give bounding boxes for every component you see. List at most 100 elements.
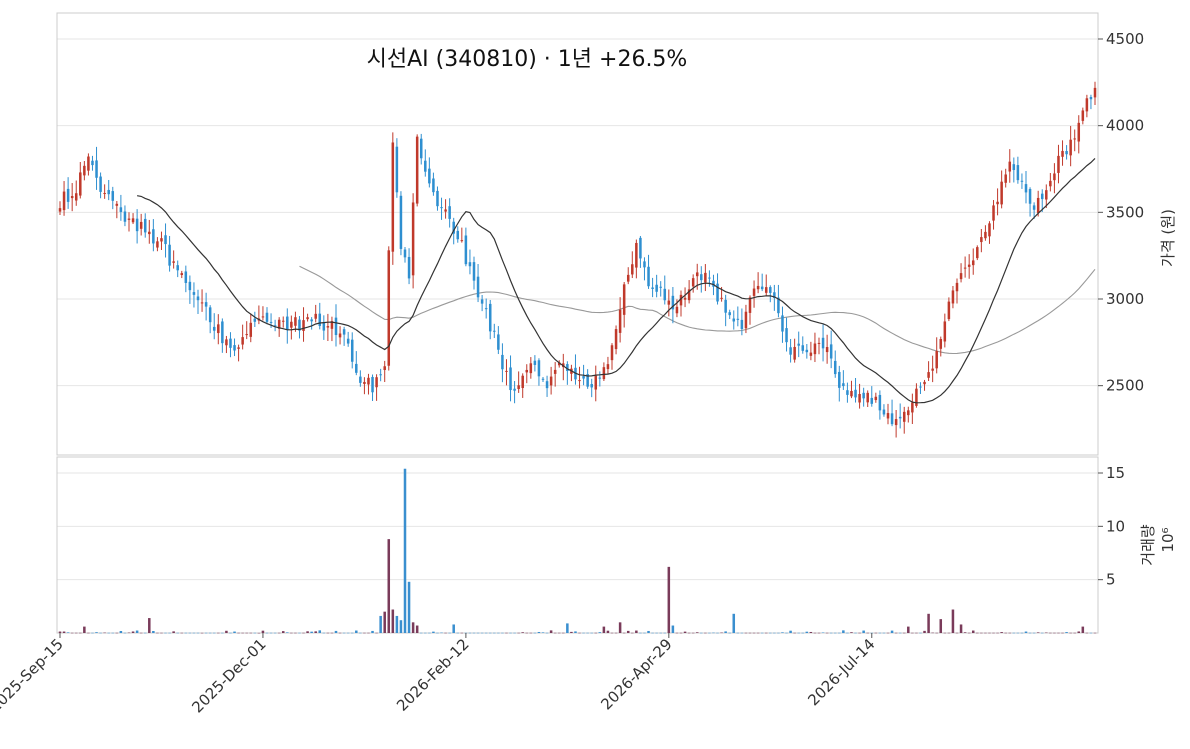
volume-bar [886,632,890,634]
volume-bar [363,632,366,634]
volume-bar [456,632,460,634]
volume-bar [168,632,171,634]
volume-bar [444,632,447,634]
candle-body [245,334,248,336]
candle-body [407,256,411,279]
volume-bar [902,632,906,634]
candle-body [793,346,796,360]
volume-bar [813,632,817,634]
ma-short-path [136,157,1096,404]
volume-bar [411,622,415,633]
volume-bar [135,630,139,633]
volume-bar [1061,632,1064,634]
candle-body [265,312,269,322]
candle-body [290,321,293,328]
candle-body [582,376,585,379]
candle-body [760,286,764,290]
candle-body [119,207,123,212]
candle-body [529,363,533,374]
volume-bar [1065,632,1068,633]
candle-body [769,287,772,293]
candle-body [959,273,963,280]
candle-body [261,316,265,318]
candle-body [606,364,610,370]
volume-bar [143,632,147,634]
volume-bar [748,632,752,634]
candle-body [253,318,257,322]
volume-bar [647,630,650,633]
candle-body [468,262,472,267]
candle-body [415,136,419,204]
candle-body [744,311,748,329]
candle-body [659,286,662,288]
candle-body [131,218,135,223]
candle-body [91,160,94,166]
volume-bar [614,632,618,634]
volume-bar [476,632,480,634]
candle-body [817,342,821,344]
volume-bar [744,632,748,634]
volume-bar [777,632,780,634]
candle-body [675,306,679,314]
volume-bar [152,631,155,633]
candle-body [338,333,342,338]
volume-bar [1032,632,1036,634]
candle-body [156,241,159,248]
candle-body [505,370,508,372]
volume-bar [1008,632,1012,634]
candle-body [1040,193,1044,200]
volume-bar [62,631,66,633]
volume-tick-label: 5 [1106,571,1116,589]
volume-bar [846,632,849,634]
volume-bar [631,632,634,634]
candle-body [635,242,638,268]
candle-body [58,208,62,212]
candle-body [764,287,768,293]
candle-body [472,262,476,281]
volume-bar [95,632,98,633]
candle-body [379,374,382,376]
candle-body [513,388,516,391]
volume-bar [785,632,788,634]
candle-body [249,322,253,337]
volume-bar [1000,632,1003,633]
candle-body [939,338,943,349]
volume-bar [184,632,188,634]
volume-bar [99,632,102,634]
volume-bar [176,632,179,634]
candle-body [931,368,934,371]
candle-body [736,318,740,320]
candle-body [432,178,435,193]
volume-bar [66,632,70,633]
candle-body [1049,180,1052,187]
volume-bar [764,632,768,634]
candle-body [679,294,683,306]
candle-body [269,321,273,323]
volume-bar [659,632,662,634]
volume-bar [115,632,119,634]
volume-bar [736,632,740,634]
candle-body [184,271,188,283]
candle-body [1016,165,1020,181]
candle-body [229,338,232,348]
volume-bar [355,630,358,633]
candle-body [476,276,480,298]
candle-body [951,290,955,304]
volume-bar [359,632,362,634]
candle-body [886,413,890,419]
volume-bar [809,631,813,633]
candle-body [866,392,869,403]
candle-body [647,266,650,287]
volume-bar [541,632,545,633]
volume-bar [850,632,853,633]
volume-bar [663,632,667,634]
candle-body [62,191,66,211]
volume-bar [217,632,220,634]
candle-body [821,337,825,349]
volume-bar [286,632,289,633]
volume-bar [911,632,914,634]
candle-body [967,264,971,267]
volume-bar [793,632,796,634]
candle-body [139,221,143,229]
volume-bar [391,609,395,633]
